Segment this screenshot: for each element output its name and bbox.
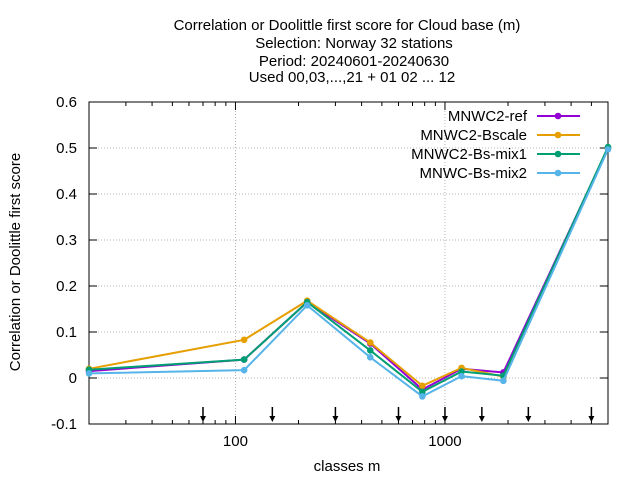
y-tick-label: 0.6 — [56, 94, 77, 111]
data-point — [419, 382, 426, 390]
legend-label: MNWC2-Bs-mix1 — [411, 146, 527, 163]
data-point — [419, 388, 426, 396]
plot-border — [88, 101, 609, 425]
x-tick-label: 100 — [223, 433, 248, 450]
y-tick-label: 0.2 — [56, 278, 77, 295]
title-line-2: Selection: Norway 32 stations — [255, 35, 453, 52]
ticks: -0.1 0 0.1 0.2 0.3 0.4 0.5 0.6 100 1000 — [51, 94, 608, 450]
data-point — [500, 377, 507, 385]
title-line-1: Correlation or Doolittle first score for… — [174, 17, 521, 34]
y-tick-label: -0.1 — [51, 416, 77, 433]
legend-entry: MNWC2-Bs-mix1 — [411, 146, 580, 163]
class-boundary-markers — [199, 407, 595, 422]
legend-marker — [554, 112, 562, 120]
series-MNWC2-Bscale — [85, 144, 612, 390]
class-boundary-arrowhead — [395, 416, 402, 422]
y-tick-label: 0.1 — [56, 324, 77, 341]
class-boundary-arrowhead — [199, 416, 206, 422]
legend-entry: MNWC2-Bscale — [420, 127, 580, 144]
series-MNWC2-Bs-mix1 — [85, 143, 612, 396]
legend-marker — [554, 150, 562, 158]
class-boundary-arrowhead — [525, 416, 532, 422]
y-tick-label: 0 — [69, 370, 77, 387]
data-point — [366, 347, 374, 354]
legend-entry: MNWC2-ref — [448, 108, 580, 125]
data-point — [458, 372, 465, 380]
data-point — [240, 366, 248, 374]
title-line-3: Period: 20240601-20240630 — [259, 53, 449, 70]
class-boundary-arrowhead — [269, 416, 276, 422]
x-axis-label: classes m — [314, 458, 381, 475]
data-point — [303, 302, 311, 309]
y-tick-label: 0.3 — [56, 232, 77, 249]
class-boundary-arrowhead — [478, 416, 485, 422]
series-line — [88, 146, 609, 393]
data-point — [604, 146, 612, 153]
data-point — [85, 370, 93, 377]
x-tick-label: 1000 — [428, 433, 461, 450]
legend-label: MNWC2-Bscale — [420, 127, 527, 144]
axes — [88, 101, 609, 425]
y-tick-label: 0.4 — [56, 186, 77, 203]
class-boundary-arrowhead — [332, 416, 339, 422]
class-boundary-arrowhead — [441, 416, 448, 422]
data-point — [240, 356, 248, 363]
series-line — [88, 148, 609, 398]
legend: MNWC2-ref MNWC2-Bscale MNWC2-Bs-mix1 MNWC-B… — [411, 108, 580, 182]
data-point — [458, 368, 465, 375]
legend-label: MNWC-Bs-mix2 — [420, 165, 527, 182]
legend-entry: MNWC-Bs-mix2 — [420, 165, 580, 182]
data-point — [366, 339, 374, 346]
data-point — [419, 393, 426, 400]
legend-marker — [554, 169, 562, 177]
grid — [89, 102, 608, 424]
title-line-4: Used 00,03,...,21 + 01 02 ... 12 — [249, 69, 455, 86]
series-MNWC-Bs-mix2 — [85, 146, 612, 400]
data-point — [366, 354, 374, 361]
data-point — [240, 336, 248, 344]
series-line — [88, 147, 609, 387]
legend-marker — [554, 131, 562, 139]
y-axis-label: Correlation or Doolittle first score — [7, 153, 24, 371]
chart-title: Correlation or Doolittle first score for… — [174, 17, 521, 86]
y-tick-label: 0.5 — [56, 140, 77, 157]
series — [85, 143, 612, 400]
class-boundary-arrowhead — [588, 416, 595, 422]
legend-label: MNWC2-ref — [448, 108, 528, 125]
